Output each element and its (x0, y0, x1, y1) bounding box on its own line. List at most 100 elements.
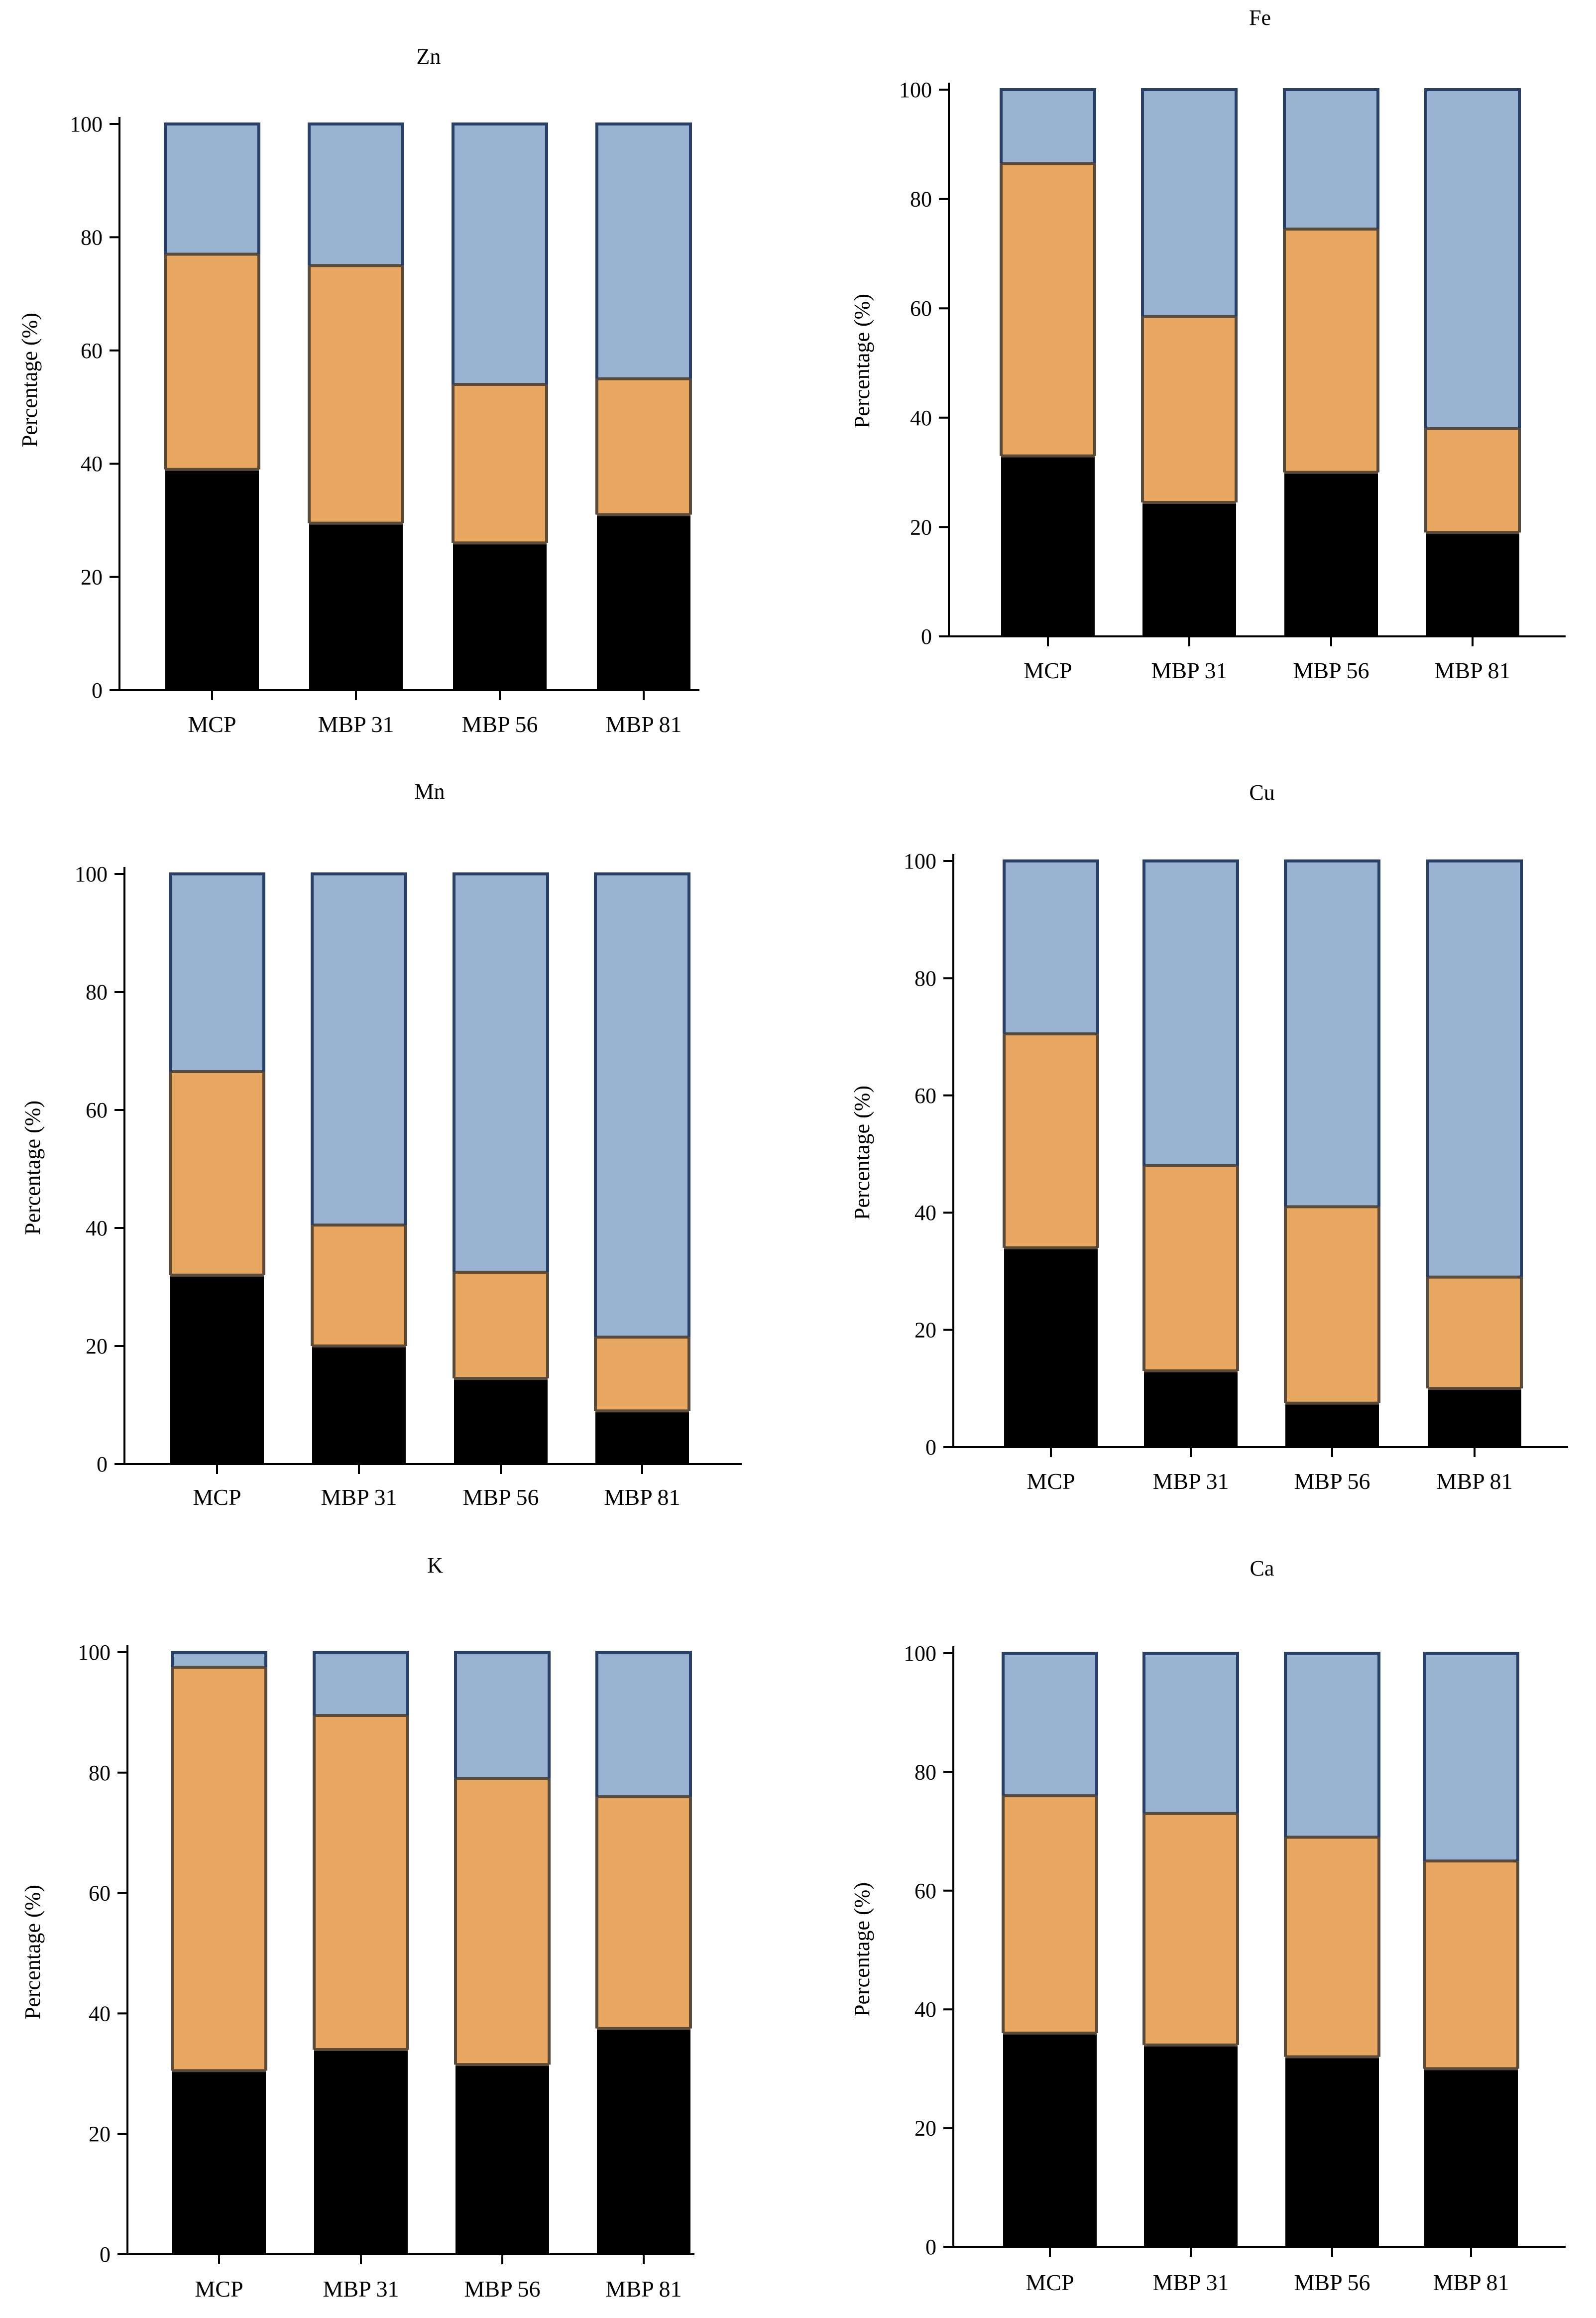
y-tick-label: 0 (925, 2235, 936, 2259)
x-tick-label: MBP 81 (1433, 2270, 1509, 2295)
bar-outline-top (1141, 88, 1238, 317)
y-tick-label: 0 (921, 624, 932, 649)
bar-stack-mcp (169, 872, 265, 1464)
bar-stack-mbp-56 (452, 122, 548, 690)
bar-stack-mbp-56 (1283, 88, 1379, 636)
bar-stack-mbp-81 (594, 872, 690, 1464)
bar-segment-middle (1142, 316, 1236, 502)
bar-stack-mcp (171, 1651, 267, 2254)
bar-segment-bottom (453, 543, 547, 690)
x-tick-label: MBP 56 (1294, 1468, 1370, 1494)
bar-segment-middle (595, 1337, 689, 1411)
x-tick-label: MBP 81 (1437, 1468, 1513, 1494)
bar-stack-mbp-31 (313, 1651, 409, 2254)
bar-stack-mcp (1000, 88, 1096, 636)
bar-segment-top (165, 124, 259, 254)
x-tick-label: MBP 31 (1153, 2270, 1229, 2295)
bar-segment-bottom (597, 2028, 690, 2254)
bar-segment-middle (165, 254, 259, 470)
x-tick-label: MBP 31 (1153, 1468, 1229, 1494)
bar-stack-mcp (1003, 859, 1099, 1447)
bar-segment-middle (597, 1797, 690, 2029)
bar-segment-middle (1144, 1813, 1238, 2045)
y-tick-label: 60 (89, 1881, 111, 1906)
bar-segment-bottom (1144, 2045, 1238, 2247)
bar-outline-top (595, 122, 692, 379)
bar-outline-top (1423, 1652, 1519, 1861)
bar-stack-mbp-31 (311, 872, 407, 1464)
y-axis-label: Percentage (%) (20, 1100, 45, 1235)
y-axis-label: Percentage (%) (850, 1086, 874, 1220)
bar-segment-top (1001, 90, 1095, 164)
bar-outline-top (454, 1651, 551, 1779)
bar-outline-top (452, 122, 548, 385)
bar-segment-middle (453, 384, 547, 543)
bar-segment-top (172, 1652, 266, 1668)
bar-outline-top (1284, 1652, 1380, 1837)
bar-segment-middle (1285, 1837, 1379, 2057)
bar-outline-top (1000, 88, 1096, 164)
bar-segment-top (597, 124, 690, 379)
y-tick-label: 40 (89, 2001, 111, 2026)
bar-segment-bottom (170, 1275, 264, 1464)
bar-segment-top (595, 874, 689, 1338)
bar-segment-top (1004, 861, 1098, 1034)
x-tick-label: MBP 56 (464, 2276, 541, 2302)
bar-outline-top (1283, 88, 1379, 229)
y-tick-label: 20 (910, 515, 932, 539)
y-tick-label: 20 (86, 1334, 108, 1358)
chart-title: Ca (1250, 1556, 1274, 1581)
bar-stack-mcp (1002, 1652, 1098, 2247)
chart-title: Zn (417, 44, 441, 69)
y-tick-label: 80 (81, 225, 103, 249)
bar-segment-bottom (1003, 2033, 1097, 2247)
chart-panel-fe: Fe Percentage (%) MCP MBP 31 MBP 56 MBP 81 0 20… (850, 5, 1566, 683)
bar-segment-bottom (597, 514, 690, 690)
y-tick-label: 80 (914, 966, 936, 990)
bar-segment-top (1003, 1653, 1097, 1796)
y-tick-label: 100 (75, 862, 108, 886)
bar-segment-middle (314, 1715, 408, 2050)
bar-segment-middle (172, 1667, 266, 2071)
x-tick-label: MBP 81 (606, 2276, 682, 2302)
bar-segment-top (1285, 1653, 1379, 1837)
bar-segment-bottom (1142, 502, 1236, 636)
bar-outline-top (169, 872, 265, 1072)
bar-segment-middle (1003, 1796, 1097, 2033)
bar-segment-top (1424, 1653, 1518, 1861)
chart-title: Mn (414, 779, 445, 804)
bar-segment-middle (170, 1071, 264, 1275)
bar-stack-mbp-81 (1426, 859, 1523, 1447)
chart-panel-ca: Ca Percentage (%) MCP MBP 31 MBP 56 MBP 81 0 20… (850, 1556, 1566, 2295)
x-tick-label: MCP (193, 1484, 241, 1510)
y-tick-label: 20 (81, 565, 103, 590)
bar-stack-mbp-56 (1284, 859, 1380, 1447)
bar-outline-top (1003, 859, 1099, 1034)
x-tick-label: MBP 31 (323, 2276, 399, 2302)
chart-panel-mn: Mn Percentage (%) MCP MBP 31 MBP 56 MBP 81 0 20… (20, 779, 742, 1510)
chart-title: Fe (1249, 5, 1271, 30)
bar-segment-top (454, 874, 548, 1272)
bar-outline-top (1284, 859, 1380, 1207)
bar-segment-bottom (312, 1346, 406, 1464)
bar-segment-top (456, 1652, 549, 1779)
bar-outline-top (1002, 1652, 1098, 1796)
bar-segment-top (309, 124, 403, 266)
y-tick-label: 40 (914, 1201, 936, 1225)
y-tick-label: 60 (914, 1084, 936, 1108)
x-tick-label: MBP 81 (606, 712, 682, 737)
bar-segment-bottom (172, 2071, 266, 2254)
y-tick-label: 100 (904, 849, 936, 873)
bar-segment-top (312, 874, 406, 1225)
bar-outline-top (313, 1651, 409, 1715)
bar-segment-middle (1144, 1166, 1238, 1371)
bar-segment-top (1142, 90, 1236, 317)
bar-segment-top (1144, 861, 1238, 1166)
bar-segment-middle (309, 265, 403, 523)
bar-stack-mbp-31 (308, 122, 404, 690)
bar-outline-top (595, 1651, 692, 1797)
y-tick-label: 0 (100, 2242, 111, 2267)
bar-segment-top (170, 874, 264, 1072)
x-tick-label: MBP 81 (1435, 658, 1511, 683)
